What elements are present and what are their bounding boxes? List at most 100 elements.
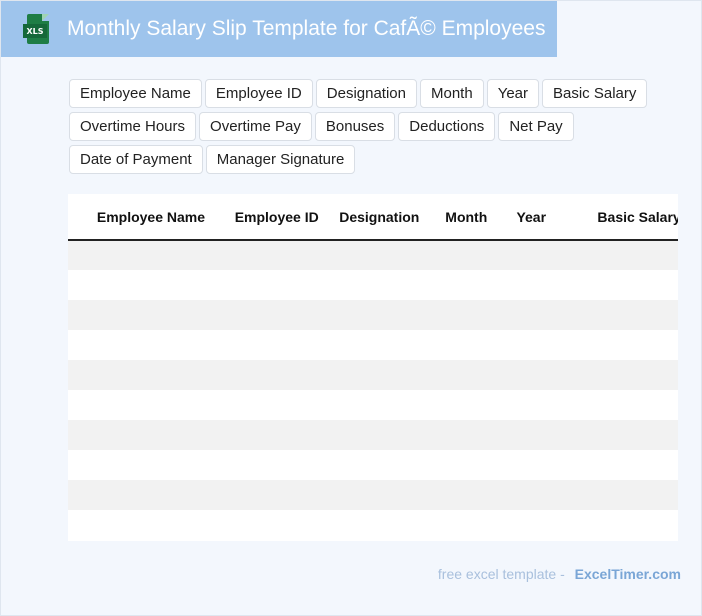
table-cell[interactable] bbox=[565, 270, 678, 300]
column-header[interactable]: Year bbox=[500, 194, 566, 241]
field-chip[interactable]: Year bbox=[486, 79, 539, 108]
table-cell[interactable] bbox=[213, 270, 327, 300]
table-body bbox=[68, 240, 678, 540]
table-cell[interactable] bbox=[435, 270, 501, 300]
column-header[interactable]: Designation bbox=[326, 194, 436, 241]
table-cell[interactable] bbox=[435, 510, 501, 540]
table-cell[interactable] bbox=[565, 300, 678, 330]
table-cell[interactable] bbox=[68, 420, 214, 450]
table-cell[interactable] bbox=[565, 390, 678, 420]
table-cell[interactable] bbox=[213, 360, 327, 390]
table-cell[interactable] bbox=[565, 240, 678, 270]
column-header[interactable]: Employee Name bbox=[68, 194, 214, 241]
xls-file-icon: XLS bbox=[23, 14, 51, 44]
table-cell[interactable] bbox=[68, 480, 214, 510]
table-row bbox=[68, 360, 678, 390]
field-chip[interactable]: Net Pay bbox=[498, 112, 574, 141]
field-chip[interactable]: Overtime Hours bbox=[69, 112, 197, 141]
table-cell[interactable] bbox=[326, 270, 436, 300]
salary-table-container[interactable]: Employee Name Employee ID Designation Month… bbox=[68, 194, 678, 541]
table-cell[interactable] bbox=[326, 510, 436, 540]
table-cell[interactable] bbox=[565, 330, 678, 360]
column-header[interactable]: Basic Salary bbox=[565, 194, 678, 241]
table-cell[interactable] bbox=[213, 300, 327, 330]
table-cell[interactable] bbox=[326, 390, 436, 420]
field-chip[interactable]: Overtime Pay bbox=[199, 112, 312, 141]
table-header-row: Employee Name Employee ID Designation Month… bbox=[68, 194, 678, 241]
table-cell[interactable] bbox=[213, 510, 327, 540]
table-cell[interactable] bbox=[326, 300, 436, 330]
table-cell[interactable] bbox=[68, 240, 214, 270]
table-cell[interactable] bbox=[500, 450, 566, 480]
table-cell[interactable] bbox=[213, 240, 327, 270]
table-row bbox=[68, 240, 678, 270]
table-cell[interactable] bbox=[500, 300, 566, 330]
field-chip-list: Employee Name Employee ID Designation Month… bbox=[69, 79, 649, 174]
table-cell[interactable] bbox=[435, 330, 501, 360]
field-chip[interactable]: Basic Salary bbox=[542, 79, 648, 108]
table-cell[interactable] bbox=[213, 390, 327, 420]
table-cell[interactable] bbox=[500, 330, 566, 360]
table-cell[interactable] bbox=[213, 420, 327, 450]
field-chip[interactable]: Employee Name bbox=[69, 79, 202, 108]
table-cell[interactable] bbox=[68, 270, 214, 300]
table-cell[interactable] bbox=[565, 480, 678, 510]
field-chip[interactable]: Employee ID bbox=[204, 79, 313, 108]
field-chip[interactable]: Deductions bbox=[398, 112, 496, 141]
field-chip[interactable]: Bonuses bbox=[314, 112, 396, 141]
field-chip[interactable]: Manager Signature bbox=[205, 145, 356, 174]
table-row bbox=[68, 390, 678, 420]
table-cell[interactable] bbox=[500, 510, 566, 540]
table-row bbox=[68, 510, 678, 540]
table-cell[interactable] bbox=[435, 300, 501, 330]
table-cell[interactable] bbox=[500, 360, 566, 390]
table-cell[interactable] bbox=[500, 240, 566, 270]
table-row bbox=[68, 330, 678, 360]
table-cell[interactable] bbox=[435, 360, 501, 390]
table-cell[interactable] bbox=[435, 480, 501, 510]
table-cell[interactable] bbox=[500, 420, 566, 450]
table-row bbox=[68, 450, 678, 480]
column-header[interactable]: Employee ID bbox=[213, 194, 327, 241]
table-cell[interactable] bbox=[326, 360, 436, 390]
table-cell[interactable] bbox=[565, 510, 678, 540]
table-row bbox=[68, 300, 678, 330]
table-cell[interactable] bbox=[326, 330, 436, 360]
table-row bbox=[68, 270, 678, 300]
table-cell[interactable] bbox=[326, 450, 436, 480]
column-header[interactable]: Month bbox=[435, 194, 501, 241]
table-cell[interactable] bbox=[326, 240, 436, 270]
table-cell[interactable] bbox=[213, 450, 327, 480]
table-cell[interactable] bbox=[435, 240, 501, 270]
salary-table: Employee Name Employee ID Designation Month… bbox=[68, 194, 678, 540]
field-chip[interactable]: Month bbox=[419, 79, 484, 108]
table-cell[interactable] bbox=[326, 480, 436, 510]
table-cell[interactable] bbox=[565, 420, 678, 450]
footer: free excel template - ExcelTimer.com bbox=[438, 566, 681, 582]
table-cell[interactable] bbox=[435, 420, 501, 450]
table-cell[interactable] bbox=[68, 390, 214, 420]
xls-badge: XLS bbox=[23, 24, 47, 38]
table-cell[interactable] bbox=[213, 330, 327, 360]
table-cell[interactable] bbox=[68, 450, 214, 480]
footer-brand-link[interactable]: ExcelTimer.com bbox=[574, 566, 681, 582]
table-cell[interactable] bbox=[500, 270, 566, 300]
footer-text: free excel template - bbox=[437, 566, 565, 582]
table-cell[interactable] bbox=[213, 480, 327, 510]
table-cell[interactable] bbox=[565, 360, 678, 390]
table-row bbox=[68, 480, 678, 510]
page-title: Monthly Salary Slip Template for CafÃ© E… bbox=[67, 17, 546, 40]
table-cell[interactable] bbox=[326, 420, 436, 450]
table-cell[interactable] bbox=[68, 300, 214, 330]
table-cell[interactable] bbox=[565, 450, 678, 480]
field-chip[interactable]: Designation bbox=[315, 79, 417, 108]
table-cell[interactable] bbox=[500, 390, 566, 420]
table-cell[interactable] bbox=[68, 360, 214, 390]
table-cell[interactable] bbox=[435, 390, 501, 420]
table-cell[interactable] bbox=[435, 450, 501, 480]
field-chip[interactable]: Date of Payment bbox=[69, 145, 203, 174]
table-cell[interactable] bbox=[68, 510, 214, 540]
title-bar: XLS Monthly Salary Slip Template for Caf… bbox=[1, 1, 557, 57]
table-cell[interactable] bbox=[500, 480, 566, 510]
table-cell[interactable] bbox=[68, 330, 214, 360]
